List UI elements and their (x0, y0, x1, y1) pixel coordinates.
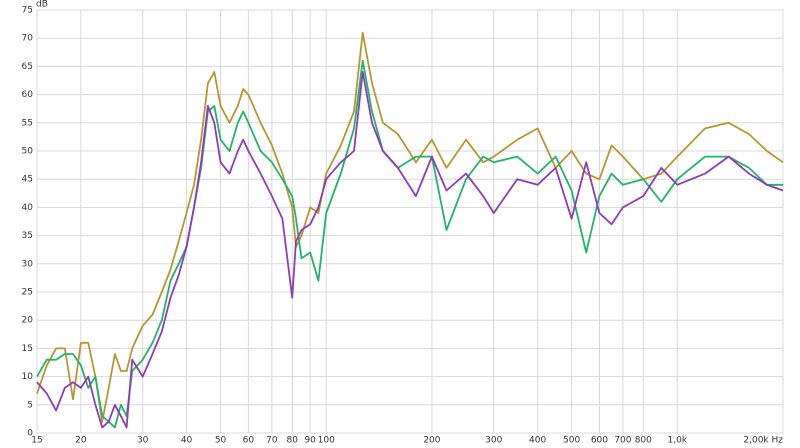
y-tick-label: 10 (22, 372, 34, 382)
x-tick-label: 70 (266, 436, 278, 446)
y-tick-label: 65 (22, 62, 33, 72)
x-tick-label: 400 (529, 436, 546, 446)
y-tick-label: 0 (27, 429, 33, 439)
x-tick-label: 90 (304, 436, 316, 446)
y-tick-label: 75 (22, 6, 33, 16)
plot-area (36, 9, 784, 434)
x-tick-label: 50 (215, 436, 227, 446)
y-tick-label: 20 (22, 316, 34, 326)
y-axis-label: dB (36, 0, 48, 10)
x-tick-label: 800 (635, 436, 652, 446)
x-tick-label: 1,0k (668, 436, 688, 446)
x-tick-label: 30 (137, 436, 149, 446)
x-tick-label: 600 (591, 436, 608, 446)
series-line (36, 31, 784, 423)
y-tick-label: 25 (22, 288, 33, 298)
series-line (36, 71, 784, 429)
x-tick-label: 700 (614, 436, 631, 446)
x-tick-label: 60 (243, 436, 255, 446)
y-tick-label: 30 (22, 259, 34, 269)
x-tick-label: 2,00k Hz (743, 436, 783, 446)
series-line (36, 59, 783, 429)
y-tick-label: 55 (22, 118, 33, 128)
y-tick-label: 45 (22, 175, 33, 185)
y-tick-label: 35 (22, 231, 33, 241)
x-tick-label: 80 (287, 436, 299, 446)
y-tick-label: 5 (27, 400, 33, 410)
x-tick-label: 40 (181, 436, 193, 446)
y-tick-label: 15 (22, 344, 33, 354)
x-tick-label: 100 (318, 436, 335, 446)
y-tick-label: 60 (22, 90, 34, 100)
y-tick-label: 50 (22, 147, 34, 157)
x-tick-label: 20 (75, 436, 87, 446)
x-tick-label: 200 (423, 436, 440, 446)
y-tick-label: 70 (22, 34, 34, 44)
x-tick-label: 300 (485, 436, 502, 446)
y-tick-label: 40 (22, 203, 34, 213)
x-tick-label: 15 (31, 436, 42, 446)
x-tick-label: 500 (563, 436, 580, 446)
